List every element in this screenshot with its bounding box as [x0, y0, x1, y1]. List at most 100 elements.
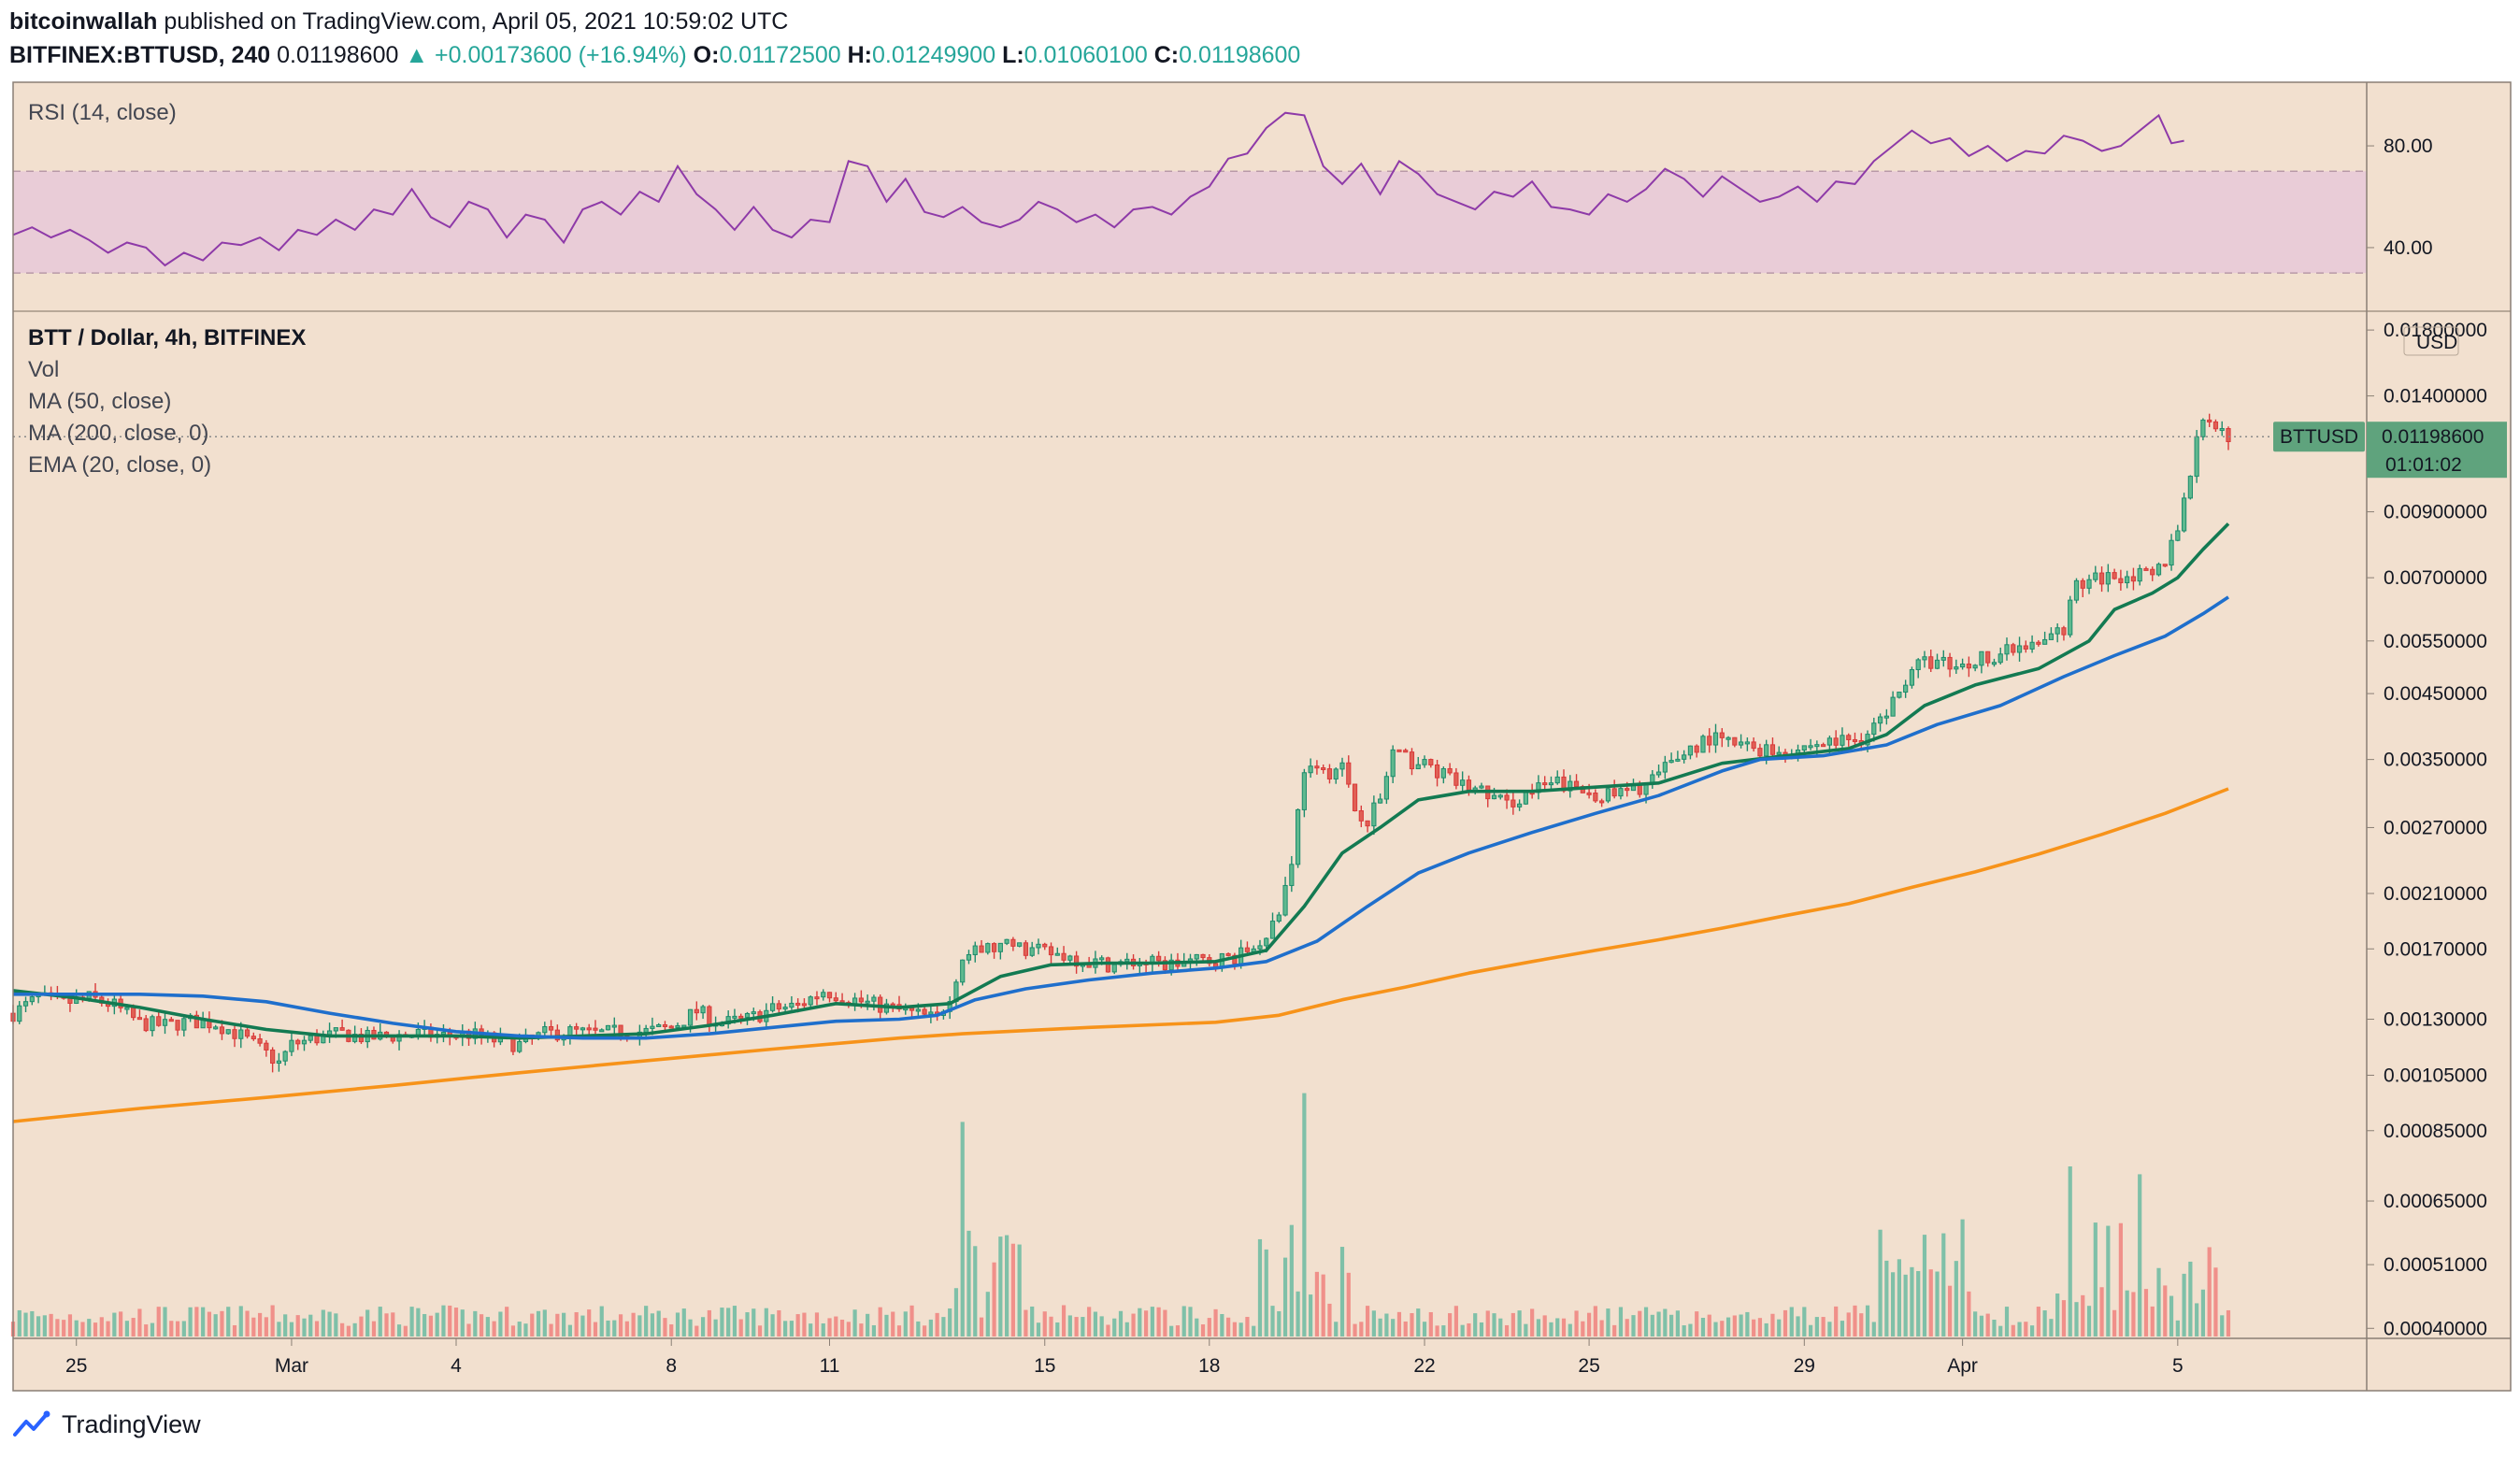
- candle[interactable]: [2125, 570, 2130, 589]
- symbol-tag-box[interactable]: [2273, 422, 2365, 452]
- candle[interactable]: [1244, 941, 1251, 955]
- candle[interactable]: [1769, 737, 1776, 757]
- candle[interactable]: [1352, 783, 1358, 812]
- candle[interactable]: [789, 995, 795, 1010]
- candle[interactable]: [1497, 793, 1503, 800]
- rsi-line[interactable]: [12, 111, 2184, 267]
- candle[interactable]: [295, 1038, 301, 1051]
- candle[interactable]: [871, 994, 877, 1011]
- candle[interactable]: [1694, 744, 1699, 758]
- candle[interactable]: [1036, 938, 1041, 955]
- candle[interactable]: [1707, 728, 1712, 753]
- candle[interactable]: [1554, 770, 1560, 785]
- candle[interactable]: [1599, 798, 1605, 808]
- candle[interactable]: [1700, 734, 1706, 753]
- candle[interactable]: [662, 1021, 668, 1032]
- candle[interactable]: [162, 1011, 168, 1035]
- candle[interactable]: [1991, 658, 1997, 667]
- candle[interactable]: [2118, 569, 2124, 591]
- candle[interactable]: [2112, 568, 2117, 580]
- candle[interactable]: [2105, 564, 2111, 593]
- author-name[interactable]: bitcoinwallah: [9, 8, 158, 35]
- price-pane[interactable]: BTT / Dollar, 4h, BITFINEX Vol MA (50, clo…: [10, 325, 2367, 1336]
- candle[interactable]: [1460, 771, 1466, 794]
- candle[interactable]: [2130, 567, 2137, 591]
- candle[interactable]: [1365, 820, 1370, 833]
- candle[interactable]: [826, 992, 833, 1003]
- candle[interactable]: [1225, 952, 1231, 957]
- candle[interactable]: [1947, 652, 1953, 678]
- candle[interactable]: [2212, 419, 2219, 433]
- candle[interactable]: [1054, 947, 1060, 956]
- candle[interactable]: [2143, 566, 2149, 571]
- candle[interactable]: [611, 1017, 617, 1035]
- candle[interactable]: [168, 1016, 174, 1022]
- candle[interactable]: [1276, 911, 1281, 923]
- candle[interactable]: [1282, 877, 1288, 917]
- candle[interactable]: [1909, 666, 1915, 689]
- candle[interactable]: [1396, 749, 1402, 752]
- candle[interactable]: [1934, 653, 1940, 670]
- candle[interactable]: [1409, 748, 1415, 776]
- candle[interactable]: [1346, 755, 1352, 788]
- candle[interactable]: [814, 991, 820, 1006]
- candle[interactable]: [1611, 779, 1617, 799]
- candle[interactable]: [1655, 765, 1662, 779]
- candle[interactable]: [2207, 413, 2212, 427]
- candle[interactable]: [2023, 640, 2028, 653]
- candle[interactable]: [2219, 421, 2225, 436]
- candle[interactable]: [225, 1029, 231, 1035]
- candle[interactable]: [1757, 743, 1763, 760]
- candle[interactable]: [1010, 936, 1016, 951]
- last-price-box[interactable]: [2367, 422, 2507, 479]
- candle[interactable]: [2068, 595, 2073, 638]
- candle[interactable]: [2150, 566, 2155, 581]
- candle[interactable]: [2080, 578, 2085, 597]
- candle[interactable]: [1511, 792, 1516, 815]
- candle[interactable]: [1739, 734, 1744, 749]
- candle[interactable]: [175, 1020, 180, 1036]
- candle[interactable]: [29, 994, 35, 1006]
- candle[interactable]: [1687, 745, 1694, 760]
- candle[interactable]: [2182, 493, 2187, 533]
- candle[interactable]: [1833, 730, 1839, 751]
- candle[interactable]: [1972, 664, 1978, 672]
- candle[interactable]: [960, 959, 966, 986]
- candle[interactable]: [282, 1050, 288, 1066]
- candle[interactable]: [1296, 808, 1301, 868]
- candle[interactable]: [17, 1001, 22, 1024]
- candle[interactable]: [1440, 766, 1446, 784]
- candle[interactable]: [1712, 723, 1719, 753]
- candle[interactable]: [339, 1019, 345, 1031]
- candle[interactable]: [1403, 748, 1409, 753]
- candle[interactable]: [1675, 750, 1681, 763]
- candle[interactable]: [143, 1015, 149, 1033]
- candle[interactable]: [2200, 418, 2206, 441]
- volume-bars[interactable]: [10, 1093, 2231, 1336]
- candle[interactable]: [1751, 737, 1756, 752]
- candle[interactable]: [985, 942, 991, 955]
- candle[interactable]: [1321, 764, 1326, 774]
- candle[interactable]: [1269, 912, 1276, 939]
- candle[interactable]: [1877, 713, 1883, 732]
- candle[interactable]: [276, 1052, 281, 1072]
- candle[interactable]: [136, 1009, 143, 1021]
- candle[interactable]: [2061, 625, 2067, 641]
- candle[interactable]: [1048, 942, 1054, 965]
- candle[interactable]: [1383, 771, 1389, 805]
- candle[interactable]: [1940, 650, 1946, 667]
- candle[interactable]: [1897, 692, 1902, 699]
- ema20-line[interactable]: [12, 522, 2230, 1040]
- candle[interactable]: [2042, 631, 2048, 645]
- candle[interactable]: [2187, 475, 2193, 500]
- candle[interactable]: [1422, 755, 1427, 768]
- candle[interactable]: [2073, 578, 2080, 604]
- candle[interactable]: [1744, 737, 1750, 751]
- candle[interactable]: [1954, 659, 1959, 674]
- candle[interactable]: [1415, 756, 1421, 770]
- candle[interactable]: [1985, 650, 1991, 667]
- candle[interactable]: [1966, 656, 1971, 678]
- candle[interactable]: [1593, 789, 1598, 803]
- candle[interactable]: [244, 1025, 251, 1039]
- candle[interactable]: [776, 1000, 781, 1014]
